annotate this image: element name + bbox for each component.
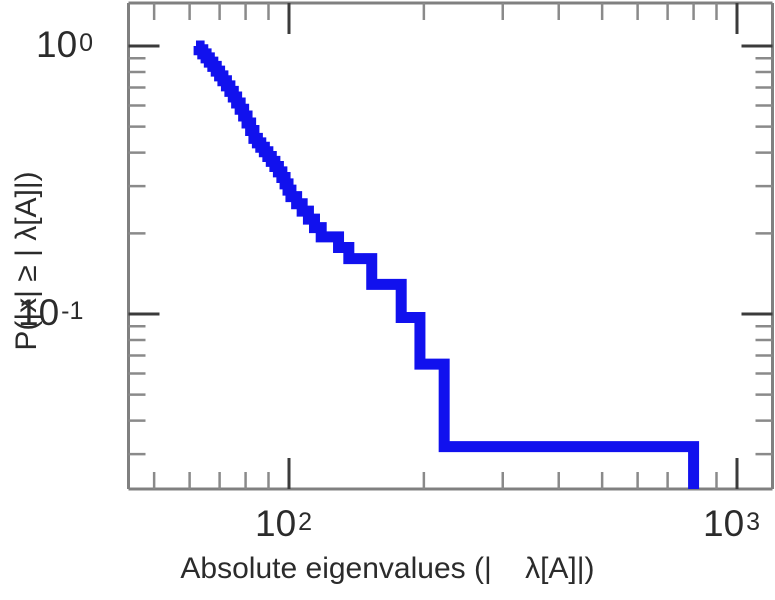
ccdf-step-series — [193, 40, 700, 489]
x-tick-mantissa: 10 — [255, 503, 297, 544]
minor-ticks — [128, 3, 773, 489]
y-tick-mantissa: 10 — [18, 292, 60, 333]
major-ticks — [128, 3, 773, 489]
x-axis-title: Absolute eigenvalues (| λ[A]|) — [180, 552, 595, 585]
y-tick-exponent: -1 — [61, 296, 84, 325]
y-axis-title: P(|x| ≥ | λ[A]|) — [10, 171, 43, 351]
y-tick-mantissa: 10 — [36, 24, 78, 65]
y-tick-exponent: 0 — [79, 28, 94, 57]
axes-frame — [127, 1, 774, 491]
x-tick-mantissa: 10 — [703, 503, 745, 544]
x-tick-exponent: 3 — [746, 507, 761, 536]
y-tick-label-1e0: 100 — [36, 26, 93, 63]
x-tick-label-1e3: 103 — [703, 505, 760, 542]
y-tick-label-1e-1: 10-1 — [18, 294, 83, 331]
x-tick-label-1e2: 102 — [255, 505, 312, 542]
x-tick-exponent: 2 — [298, 507, 313, 536]
